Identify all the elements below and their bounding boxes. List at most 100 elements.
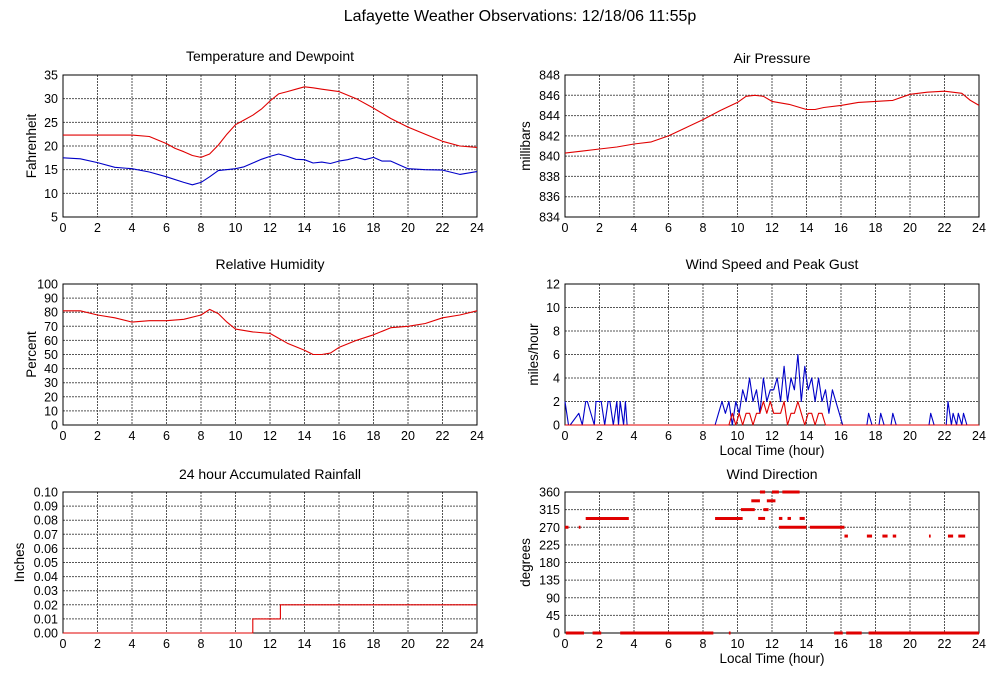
y-axis-label: Percent [24,331,39,378]
y-axis-label: millibars [518,121,533,171]
y-tick-label: 846 [539,89,560,103]
y-tick-label: 180 [539,556,560,570]
x-tick-label: 12 [263,637,277,651]
x-tick-label: 22 [436,637,450,651]
y-tick-label: 100 [37,278,58,292]
x-tick-label: 2 [596,637,603,651]
x-tick-label: 20 [903,221,917,235]
y-tick-label: 0.08 [34,514,58,528]
chart-pressure: 0 2 4 6 8 10 12 14 16 18 20 22 248348368388408428448… [518,50,986,235]
plot-frame [62,283,478,426]
x-tick-label: 10 [229,221,243,235]
series-line-blue [62,153,478,186]
y-tick-label: 0.07 [34,528,58,542]
x-tick-label: 16 [834,429,848,443]
x-tick-label: 24 [972,221,986,235]
x-tick-label: 4 [129,221,136,235]
x-tick-label: 14 [800,221,814,235]
x-tick-label: 6 [665,429,672,443]
x-tick-label: 16 [834,221,848,235]
y-tick-label: 315 [539,503,560,517]
chart-title: Wind Speed and Peak Gust [686,256,859,272]
chart-title: Air Pressure [733,50,810,66]
x-tick-label: 24 [972,429,986,443]
x-tick-label: 10 [731,221,745,235]
y-tick-label: 2 [553,395,560,409]
x-tick-label: 14 [298,429,312,443]
x-tick-label: 6 [665,221,672,235]
x-tick-label: 4 [129,637,136,651]
x-tick-label: 18 [367,429,381,443]
y-tick-label: 25 [44,116,58,130]
x-tick-label: 0 [562,221,569,235]
x-tick-label: 22 [436,221,450,235]
x-tick-label: 20 [401,429,415,443]
y-tick-label: 0.02 [34,598,58,612]
plot-frame [564,74,980,218]
x-tick-label: 10 [229,637,243,651]
x-tick-label: 24 [470,221,484,235]
y-tick-label: 0.03 [34,584,58,598]
y-tick-label: 0.01 [34,612,58,626]
chart-title: Wind Direction [726,466,817,482]
x-tick-label: 12 [765,221,779,235]
y-tick-label: 0 [51,419,58,433]
y-tick-label: 0.04 [34,570,58,584]
x-tick-label: 8 [700,221,707,235]
x-tick-label: 4 [631,637,638,651]
x-tick-label: 10 [731,429,745,443]
x-tick-label: 10 [731,637,745,651]
y-tick-label: 30 [44,92,58,106]
x-tick-label: 2 [596,429,603,443]
x-tick-label: 4 [631,221,638,235]
x-tick-label: 22 [938,429,952,443]
y-tick-label: 270 [539,521,560,535]
y-tick-label: 12 [546,278,560,292]
x-tick-label: 18 [869,429,883,443]
y-axis-label: Fahrenheit [24,113,39,178]
x-tick-label: 18 [367,221,381,235]
x-axis-label: Local Time (hour) [719,443,824,458]
y-tick-label: 70 [44,320,58,334]
chart-direction: 0 2 4 6 8 10 12 14 16 18 20 22 240459013518022527031… [518,466,986,666]
y-tick-label: 0.00 [34,627,58,641]
y-axis-label: miles/hour [526,323,541,386]
x-tick-label: 20 [903,637,917,651]
x-tick-label: 2 [94,221,101,235]
x-tick-label: 24 [972,637,986,651]
x-axis-label: Local Time (hour) [719,651,824,666]
x-tick-label: 0 [60,221,67,235]
x-tick-label: 6 [163,221,170,235]
x-tick-label: 0 [60,429,67,443]
y-tick-label: 10 [44,404,58,418]
x-tick-label: 18 [869,221,883,235]
y-tick-label: 60 [44,334,58,348]
plot-frame [564,283,980,426]
y-tick-label: 20 [44,140,58,154]
x-tick-label: 22 [938,637,952,651]
x-tick-label: 2 [94,637,101,651]
x-tick-label: 14 [298,221,312,235]
x-tick-label: 18 [869,637,883,651]
x-tick-label: 16 [834,637,848,651]
y-tick-label: 225 [539,538,560,552]
x-tick-label: 12 [765,429,779,443]
y-tick-label: 4 [553,372,560,386]
series-line-blue [564,353,968,426]
y-tick-label: 838 [539,170,560,184]
y-tick-label: 0.05 [34,556,58,570]
x-tick-label: 4 [129,429,136,443]
y-axis-label: Inches [12,542,27,582]
y-tick-label: 360 [539,486,560,500]
y-tick-label: 80 [44,306,58,320]
page-title: Lafayette Weather Observations: 12/18/06… [343,8,697,25]
x-tick-label: 12 [765,637,779,651]
y-tick-label: 0.10 [34,486,58,500]
series-line-red [564,90,980,154]
series-line-red [63,604,477,634]
x-tick-label: 6 [665,637,672,651]
y-tick-label: 45 [546,609,560,623]
y-tick-label: 6 [553,348,560,362]
x-tick-label: 10 [229,429,243,443]
